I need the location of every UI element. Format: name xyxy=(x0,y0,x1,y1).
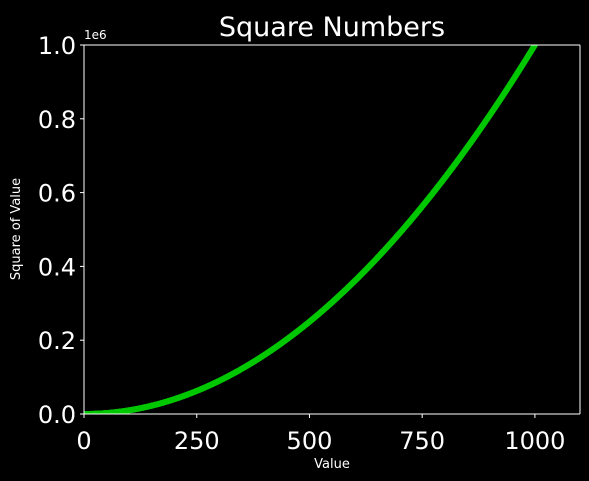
x-tick-label: 250 xyxy=(174,427,220,455)
x-tick-label: 0 xyxy=(76,427,91,455)
y-axis-label: Square of Value xyxy=(9,178,24,280)
x-tick-label: 500 xyxy=(287,427,333,455)
y-tick-label: 0.0 xyxy=(38,401,76,429)
axes-spines xyxy=(83,44,581,415)
y-tick-label: 1.0 xyxy=(38,32,76,60)
data-point xyxy=(531,45,538,48)
y-tick-label: 0.2 xyxy=(38,327,76,355)
x-axis-label: Value xyxy=(314,457,350,472)
plot-area xyxy=(84,45,580,414)
x-tick-label: 1000 xyxy=(504,427,565,455)
series-group xyxy=(84,45,538,414)
y-axis: 0.0 0.2 0.4 0.6 0.8 1.0 xyxy=(38,32,84,429)
y-tick-label: 0.8 xyxy=(38,106,76,134)
chart-title: Square Numbers xyxy=(219,12,445,43)
y-tick-label: 0.4 xyxy=(38,253,76,281)
y-tick-label: 0.6 xyxy=(38,180,76,208)
x-tick-label: 750 xyxy=(399,427,445,455)
x-axis: 0 250 500 750 1000 xyxy=(76,414,565,455)
y-offset-label: 1e6 xyxy=(84,28,107,42)
